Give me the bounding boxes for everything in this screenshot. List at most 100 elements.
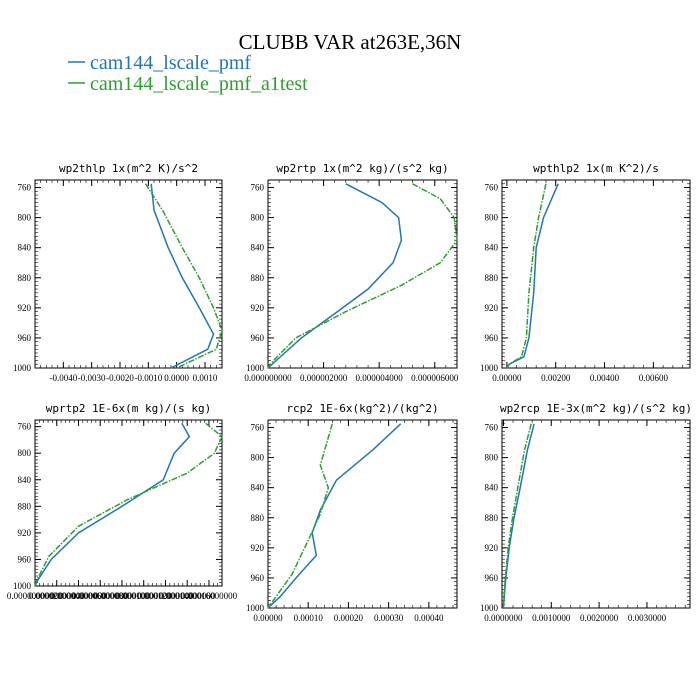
y-tick-label: 880 bbox=[18, 273, 32, 283]
x-tick-label: 0.00012000000 bbox=[137, 591, 194, 601]
x-tick-label: 0.0010000 bbox=[532, 613, 571, 623]
y-tick-label: 840 bbox=[18, 243, 32, 253]
plot-frame bbox=[267, 419, 458, 609]
y-tick-label: 880 bbox=[485, 513, 499, 523]
panel-title: wp2rtp 1x(m^2 kg)/(s^2 kg) bbox=[276, 162, 448, 175]
x-tick-label: -0.0040 bbox=[49, 373, 77, 383]
x-tick-label: 0.00002000000 bbox=[29, 591, 86, 601]
y-tick-label: 760 bbox=[18, 183, 32, 193]
y-tick-label: 960 bbox=[251, 333, 265, 343]
x-tick-label: 0.0020000 bbox=[580, 613, 619, 623]
y-tick-label: 760 bbox=[251, 183, 265, 193]
legend: cam144_lscale_pmf cam144_lscale_pmf_a1te… bbox=[68, 52, 308, 95]
series-line-1 bbox=[267, 423, 402, 609]
y-tick-label: 880 bbox=[251, 513, 265, 523]
y-tick-label: 960 bbox=[485, 333, 499, 343]
series-line-1 bbox=[34, 422, 191, 587]
x-tick-label: 0.00008000000 bbox=[94, 591, 151, 601]
x-tick-label: 0.00016000000 bbox=[181, 591, 238, 601]
x-tick-label: 0.000000000 bbox=[244, 373, 292, 383]
y-tick-label: 920 bbox=[485, 303, 499, 313]
y-tick-label: 1000 bbox=[480, 603, 499, 613]
x-tick-label: 0.00600 bbox=[639, 373, 669, 383]
legend-label-2: cam144_lscale_pmf_a1test bbox=[90, 73, 308, 95]
y-tick-label: 760 bbox=[485, 423, 499, 433]
y-tick-label: 960 bbox=[18, 554, 32, 564]
y-tick-label: 920 bbox=[251, 303, 265, 313]
x-tick-label: 0.00006000000 bbox=[72, 591, 129, 601]
series-line-2 bbox=[267, 183, 458, 369]
series-line-2 bbox=[144, 183, 223, 369]
x-tick-label: 0.00010 bbox=[294, 613, 324, 623]
y-tick-label: 800 bbox=[251, 453, 265, 463]
y-tick-label: 840 bbox=[485, 483, 499, 493]
y-tick-label: 800 bbox=[251, 213, 265, 223]
plot-frame bbox=[501, 419, 691, 609]
figure-title: CLUBB VAR at263E,36N bbox=[239, 30, 462, 54]
x-tick-label: 0.000004000 bbox=[356, 373, 404, 383]
series-line-1 bbox=[502, 423, 535, 609]
y-tick-label: 760 bbox=[485, 183, 499, 193]
series-line-2 bbox=[506, 183, 547, 369]
x-tick-label: 0.00000 bbox=[253, 613, 283, 623]
y-tick-label: 880 bbox=[251, 273, 265, 283]
legend-label-1: cam144_lscale_pmf bbox=[90, 52, 251, 74]
series-line-2 bbox=[267, 423, 334, 609]
panel-title: rcp2 1E-6x(kg^2)/(kg^2) bbox=[286, 402, 438, 415]
x-tick-label: -0.0020 bbox=[106, 373, 134, 383]
x-tick-label: 0.000006000 bbox=[411, 373, 459, 383]
y-tick-label: 1000 bbox=[13, 581, 32, 591]
panel-5: rcp2 1E-6x(kg^2)/(kg^2) 760 800 840 880 920 96… bbox=[246, 402, 458, 623]
y-tick-label: 920 bbox=[485, 543, 499, 553]
y-tick-label: 1000 bbox=[246, 603, 265, 613]
plot-frame bbox=[267, 179, 458, 369]
x-tick-label: 0.00014000000 bbox=[159, 591, 216, 601]
panel-4: wprtp2 1E-6x(m kg)/(s kg) 760 800 840 880 920… bbox=[7, 402, 238, 601]
y-tick-label: 840 bbox=[251, 483, 265, 493]
panel-title: wprtp2 1E-6x(m kg)/(s kg) bbox=[46, 402, 212, 415]
y-tick-label: 960 bbox=[485, 573, 499, 583]
x-tick-label: -0.0010 bbox=[134, 373, 162, 383]
y-tick-label: 880 bbox=[18, 501, 32, 511]
y-tick-label: 800 bbox=[18, 213, 32, 223]
series-line-2 bbox=[502, 423, 532, 609]
panel-title: wp2rcp 1E-3x(m^2 kg)/(s^2 kg) bbox=[500, 402, 692, 415]
panel-3: wpthlp2 1x(m K^2)/s 760 800 840 880 920 960 100… bbox=[480, 162, 691, 383]
y-tick-label: 840 bbox=[18, 475, 32, 485]
y-tick-label: 800 bbox=[485, 453, 499, 463]
x-tick-label: 0.0000000 bbox=[484, 613, 523, 623]
y-tick-label: 840 bbox=[251, 243, 265, 253]
y-tick-label: 760 bbox=[251, 423, 265, 433]
x-tick-label: 0.00010000000 bbox=[116, 591, 173, 601]
x-tick-label: -0.0030 bbox=[78, 373, 106, 383]
x-tick-label: 0.00004000000 bbox=[50, 591, 107, 601]
y-tick-label: 920 bbox=[18, 528, 32, 538]
x-tick-label: 0.0010 bbox=[193, 373, 218, 383]
panel-2: wp2rtp 1x(m^2 kg)/(s^2 kg) 760 800 840 880 92… bbox=[244, 162, 459, 383]
y-tick-label: 800 bbox=[18, 448, 32, 458]
x-tick-label: 0.0030000 bbox=[628, 613, 667, 623]
y-tick-label: 760 bbox=[18, 422, 32, 432]
y-tick-label: 960 bbox=[18, 333, 32, 343]
y-tick-label: 960 bbox=[251, 573, 265, 583]
x-tick-label: 0.00000000000 bbox=[7, 591, 64, 601]
series-line-1 bbox=[506, 183, 559, 369]
x-tick-label: 0.00030 bbox=[374, 613, 404, 623]
x-tick-label: 0.00040 bbox=[414, 613, 444, 623]
x-tick-label: 0.00400 bbox=[590, 373, 620, 383]
panel-6: wp2rcp 1E-3x(m^2 kg)/(s^2 kg)760 800 840 88… bbox=[480, 402, 692, 623]
y-tick-label: 920 bbox=[18, 303, 32, 313]
y-tick-label: 1000 bbox=[13, 363, 32, 373]
x-tick-label: 0.0000 bbox=[164, 373, 189, 383]
y-tick-label: 840 bbox=[485, 243, 499, 253]
x-tick-label: 0.000002000 bbox=[300, 373, 348, 383]
x-tick-label: 0.00020 bbox=[334, 613, 364, 623]
panel-1: wp2thlp 1x(m^2 K)/s^2 760 800 840 880 920 960 1… bbox=[13, 162, 223, 383]
y-tick-label: 1000 bbox=[246, 363, 265, 373]
series-line-2 bbox=[34, 422, 223, 587]
x-tick-label: 0.00000 bbox=[492, 373, 522, 383]
y-tick-label: 880 bbox=[485, 273, 499, 283]
series-line-1 bbox=[267, 183, 403, 369]
panel-title: wp2thlp 1x(m^2 K)/s^2 bbox=[59, 162, 198, 175]
